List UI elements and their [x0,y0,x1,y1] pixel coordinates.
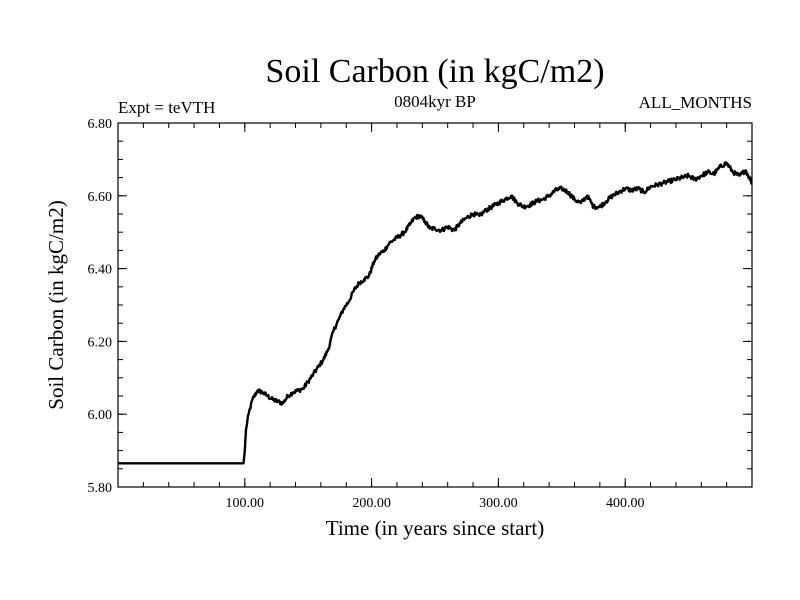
x-tick-label: 200.00 [352,496,391,511]
y-axis-ticks: 5.80 6.00 6.20 6.40 6.60 6.80 [88,117,752,496]
plot-frame [117,122,753,488]
y-axis-label: Soil Carbon (in kgC/m2) [44,200,68,409]
x-axis-label: Time (in years since start) [326,516,545,540]
x-tick-label: 300.00 [479,496,518,511]
chart-title: Soil Carbon (in kgC/m2) [265,53,604,90]
experiment-label: Expt = teVTH [118,98,215,117]
x-tick-label: 400.00 [606,496,645,511]
soil-carbon-line [118,161,753,465]
y-tick-label: 6.00 [88,408,113,423]
x-tick-label: 100.00 [226,496,265,511]
x-axis-ticks: 100.00 200.00 300.00 400.00 [142,123,728,511]
y-tick-label: 6.60 [88,190,113,205]
chart-subtitle: 0804kyr BP [394,92,476,111]
y-tick-label: 5.80 [88,481,113,496]
y-tick-label: 6.20 [88,335,113,350]
y-tick-label: 6.80 [88,117,113,132]
months-label: ALL_MONTHS [639,93,752,112]
y-tick-label: 6.40 [88,263,113,278]
